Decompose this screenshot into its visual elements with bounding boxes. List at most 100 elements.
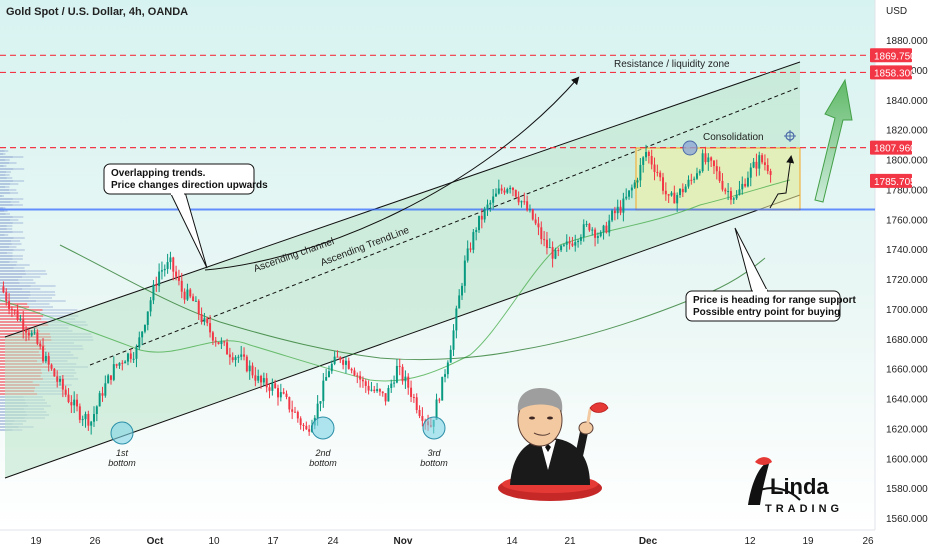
candle-body bbox=[749, 167, 752, 178]
candle-body bbox=[551, 247, 554, 259]
volume-profile-bar bbox=[13, 168, 25, 170]
volume-profile-bar bbox=[27, 303, 50, 305]
volume-profile-bar bbox=[12, 231, 24, 233]
candle-body bbox=[200, 314, 203, 322]
candle-body bbox=[401, 366, 404, 382]
candle-body bbox=[274, 383, 277, 389]
volume-profile-bar bbox=[5, 171, 11, 173]
candle-body bbox=[211, 332, 214, 341]
candle-body bbox=[744, 183, 747, 187]
candle-body bbox=[104, 383, 107, 396]
ascending-channel-fill bbox=[5, 62, 800, 478]
volume-profile-bar bbox=[12, 156, 24, 158]
candle-body bbox=[254, 375, 257, 381]
ascending-trendline bbox=[89, 86, 801, 366]
candle-body bbox=[135, 347, 138, 359]
candle-body bbox=[27, 332, 30, 336]
candle-body bbox=[251, 365, 254, 376]
price-badge-label: 1785.705 bbox=[874, 177, 916, 188]
candle-body bbox=[562, 244, 565, 246]
time-tick-label: Nov bbox=[394, 536, 413, 547]
candle-body bbox=[98, 393, 101, 407]
volume-profile-bar bbox=[5, 186, 10, 188]
candle-body bbox=[356, 375, 359, 377]
time-tick-label: 21 bbox=[564, 536, 576, 547]
candle-body bbox=[291, 409, 294, 412]
price-tick-label: 1620.000 bbox=[886, 424, 928, 435]
candle-body bbox=[10, 308, 13, 311]
candle-body bbox=[370, 389, 373, 391]
candle-body bbox=[285, 393, 288, 398]
candle-body bbox=[373, 389, 376, 392]
candle-body bbox=[622, 198, 625, 213]
candle-body bbox=[695, 173, 698, 179]
candle-body bbox=[494, 193, 497, 197]
volume-profile-bar bbox=[0, 276, 23, 278]
volume-profile-bar bbox=[13, 237, 25, 239]
volume-profile-bar bbox=[0, 219, 11, 221]
candle-body bbox=[582, 224, 585, 238]
candle-body bbox=[421, 415, 424, 421]
volume-profile-bar bbox=[6, 228, 13, 230]
bottom-label-3-num: 3rd bbox=[427, 448, 441, 458]
candle-body bbox=[149, 300, 152, 312]
candle-body bbox=[192, 296, 195, 302]
candle-body bbox=[265, 378, 268, 388]
candle-body bbox=[633, 182, 636, 188]
candle-body bbox=[503, 190, 506, 193]
price-tick-label: 1880.000 bbox=[886, 36, 928, 47]
candle-body bbox=[636, 180, 639, 183]
volume-profile-bar bbox=[4, 210, 8, 212]
candle-body bbox=[76, 399, 79, 407]
candle-body bbox=[42, 346, 45, 362]
candle-body bbox=[381, 391, 384, 394]
candle-body bbox=[670, 192, 673, 196]
volume-profile-bar bbox=[4, 234, 9, 236]
candle-body bbox=[50, 364, 53, 369]
volume-profile-bar bbox=[10, 183, 19, 185]
candle-body bbox=[738, 189, 741, 195]
volume-profile-bar bbox=[28, 297, 52, 299]
volume-profile-bar bbox=[0, 249, 14, 251]
time-tick-label: 19 bbox=[802, 536, 814, 547]
price-tick-label: 1820.000 bbox=[886, 126, 928, 137]
volume-profile-bar bbox=[40, 312, 74, 314]
volume-profile-bar bbox=[10, 219, 19, 221]
price-badge-label: 1858.300 bbox=[874, 68, 916, 79]
candle-body bbox=[763, 162, 766, 165]
volume-profile-bar bbox=[12, 222, 24, 224]
volume-profile-bar bbox=[0, 225, 7, 227]
price-badge-bg bbox=[870, 65, 912, 80]
candle-body bbox=[203, 318, 206, 322]
candle-body bbox=[387, 388, 390, 402]
candle-body bbox=[13, 310, 16, 312]
volume-profile-bar bbox=[0, 246, 10, 248]
price-scale-background bbox=[875, 0, 932, 550]
volume-profile-bar bbox=[29, 306, 53, 308]
volume-profile-bar bbox=[0, 267, 14, 269]
volume-profile-bar bbox=[0, 198, 13, 200]
volume-profile-bar bbox=[25, 273, 48, 275]
volume-profile-bar bbox=[0, 171, 6, 173]
candle-body bbox=[647, 151, 650, 156]
candle-body bbox=[67, 394, 70, 403]
candle-body bbox=[294, 411, 296, 413]
candle-body bbox=[73, 399, 76, 406]
candle-body bbox=[316, 403, 319, 418]
candle-body bbox=[769, 171, 772, 175]
resistance-curve-arrow bbox=[204, 76, 580, 271]
candle-body bbox=[61, 378, 64, 390]
candle-body bbox=[90, 421, 93, 426]
candle-body bbox=[441, 376, 444, 401]
candle-body bbox=[163, 268, 166, 271]
candle-body bbox=[36, 332, 39, 344]
volume-profile-bar bbox=[22, 276, 41, 278]
candle-body bbox=[206, 318, 209, 324]
channel-lower-line bbox=[4, 194, 801, 479]
volume-profile-bar bbox=[6, 177, 13, 179]
candle-body bbox=[511, 187, 514, 191]
volume-profile-bar bbox=[2, 195, 4, 197]
volume-profile-bar bbox=[0, 294, 31, 296]
volume-profile-bar bbox=[0, 240, 12, 242]
candle-body bbox=[177, 276, 180, 281]
